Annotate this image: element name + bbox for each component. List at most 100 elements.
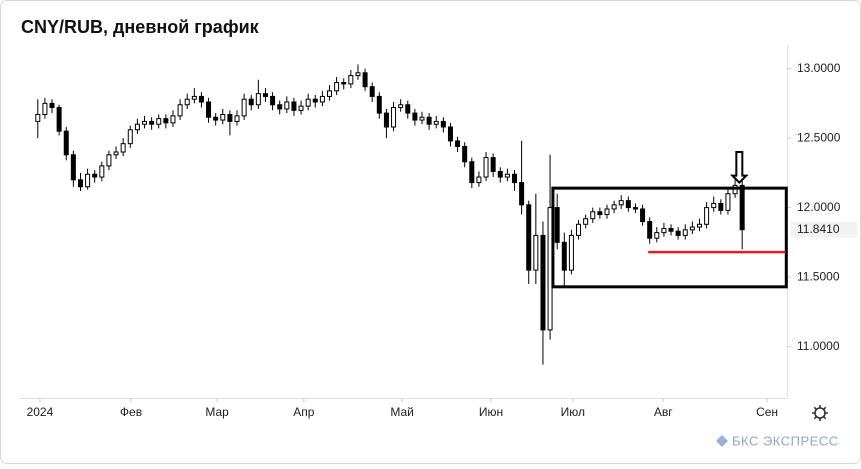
candle-body <box>704 207 710 225</box>
candle-body <box>206 101 212 118</box>
candle-body <box>70 154 76 181</box>
candle-body <box>640 208 646 222</box>
x-tick-label: Апр <box>293 405 315 419</box>
candle-body <box>334 82 340 92</box>
candle-body <box>561 241 567 271</box>
candle-body <box>177 104 183 117</box>
candle-body <box>262 93 268 97</box>
candle-body <box>675 230 681 236</box>
candle-body <box>77 179 83 188</box>
candle-body <box>198 95 204 103</box>
candle-body <box>632 207 638 210</box>
candle-body <box>647 221 653 239</box>
last-price-bg <box>791 221 857 238</box>
candle-body <box>191 95 197 100</box>
candle-body <box>490 157 496 172</box>
candle-body <box>739 184 745 231</box>
candle-body <box>127 129 133 145</box>
candle-body <box>682 229 688 236</box>
candle-body <box>341 82 347 85</box>
last-price-label: 11.8410 <box>797 222 840 236</box>
candle-body <box>85 173 91 188</box>
candle-body <box>455 140 461 147</box>
candle-body <box>398 104 404 109</box>
candle-body <box>462 145 468 163</box>
x-tick-label: Июл <box>561 405 585 419</box>
candle-body <box>476 176 482 184</box>
candle-body <box>270 95 276 106</box>
candle-body <box>654 232 660 239</box>
x-tick-label: Май <box>390 405 414 419</box>
candle-body <box>327 90 333 97</box>
candle-body <box>92 173 98 178</box>
candle-body <box>597 211 603 216</box>
logo-mark <box>716 435 728 447</box>
annotation-arrow <box>729 151 749 185</box>
candle-body <box>497 170 503 178</box>
y-tick-label: 12.0000 <box>797 200 841 214</box>
candle-body <box>533 234 539 271</box>
candle-body <box>120 143 126 153</box>
candle-body <box>134 123 140 131</box>
candle-body <box>369 86 375 97</box>
gear-teeth[interactable] <box>812 405 828 421</box>
x-tick-label: Сен <box>756 405 778 419</box>
candle-body <box>611 204 617 210</box>
settings-icon[interactable] <box>812 405 828 421</box>
candle-body <box>56 107 62 132</box>
candle-body <box>625 200 631 209</box>
candle-body <box>284 101 290 110</box>
y-tick-label: 12.5000 <box>797 130 841 144</box>
candle-body <box>156 118 162 125</box>
y-tick-label: 13.0000 <box>797 61 841 75</box>
candle-body <box>554 207 560 243</box>
candle-body <box>618 200 624 206</box>
candle-body <box>433 120 439 125</box>
candle-body <box>661 227 667 234</box>
candle-body <box>234 115 240 122</box>
candle-body <box>383 112 389 128</box>
candle-body <box>42 102 48 115</box>
candle-body <box>725 193 731 211</box>
candle-body <box>35 113 41 122</box>
candle-body <box>526 204 532 271</box>
candle-body <box>170 115 176 124</box>
x-tick-label: Мар <box>205 405 229 419</box>
candle-body <box>718 202 724 211</box>
candle-body <box>277 104 283 110</box>
candle-body <box>49 102 55 109</box>
candle-body <box>213 116 219 121</box>
candle-body <box>241 98 247 117</box>
candle-body <box>568 234 574 271</box>
candle-body <box>99 165 105 178</box>
candle-body <box>711 202 717 209</box>
candle-body <box>604 208 610 216</box>
chart-title: CNY/RUB, дневной график <box>21 17 260 37</box>
candle-body <box>447 126 453 142</box>
candle-body <box>291 101 297 111</box>
x-tick-label: Июн <box>479 405 503 419</box>
candle-body <box>412 112 418 121</box>
candle-body <box>163 118 169 124</box>
candle-body <box>227 113 233 122</box>
candle-body <box>142 120 148 125</box>
candle-body <box>312 98 318 103</box>
candle-body <box>220 113 226 121</box>
candle-body <box>298 105 304 111</box>
candle-body <box>426 116 432 125</box>
candle-body <box>348 75 354 85</box>
candle-body <box>540 234 546 331</box>
candle-body <box>583 218 589 225</box>
y-tick-label: 11.0000 <box>797 339 840 353</box>
candle-body <box>184 98 190 106</box>
candle-body <box>319 95 325 103</box>
candle-body <box>63 130 69 156</box>
candle-body <box>590 211 596 220</box>
candle-body <box>511 173 517 184</box>
candle-body <box>469 161 475 184</box>
candle-body <box>405 104 411 114</box>
candle-body <box>668 227 674 232</box>
candle-body <box>248 98 254 106</box>
